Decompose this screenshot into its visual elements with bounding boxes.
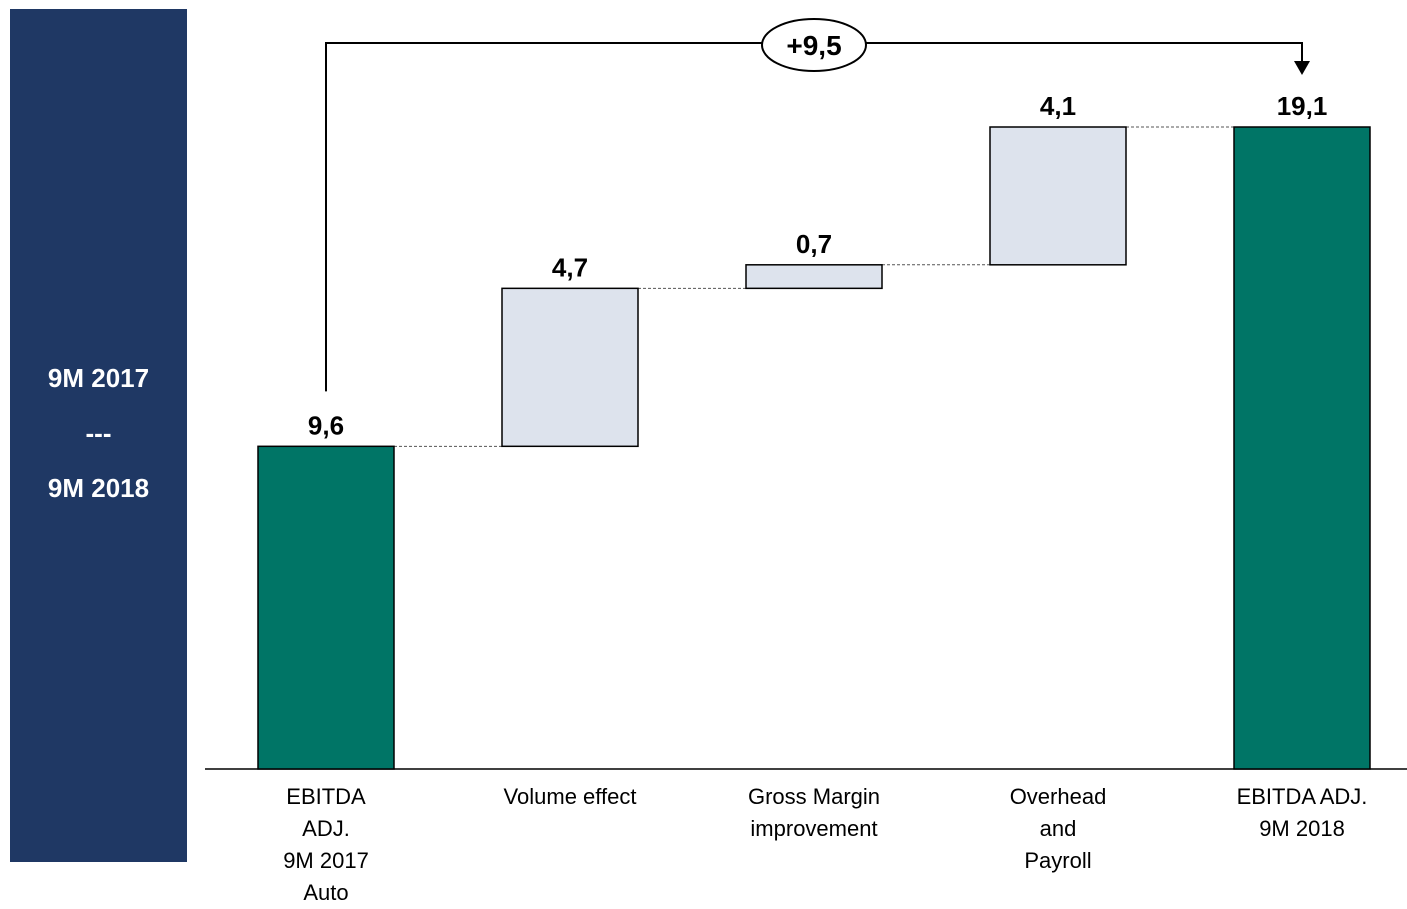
bridge-badge — [761, 18, 867, 72]
bridge-label: +9,5 — [786, 30, 841, 61]
value-label-4: 19,1 — [1277, 91, 1328, 121]
bar-3 — [989, 126, 1127, 266]
bridge-arrowhead — [1294, 61, 1310, 75]
category-label-1: Volume effect — [503, 784, 637, 809]
period-panel: 9M 2017 --- 9M 2018 — [10, 9, 187, 862]
value-label-0: 9,6 — [308, 410, 344, 440]
bar-1 — [501, 287, 639, 448]
bar-2 — [745, 264, 883, 290]
bridge-line — [325, 42, 1303, 392]
category-label-0: EBITDA ADJ. 9M 2017 Auto — [283, 784, 369, 905]
bar-4 — [1233, 126, 1371, 770]
category-label-2: Gross Margin improvement — [747, 784, 881, 841]
value-label-1: 4,7 — [552, 252, 588, 282]
category-label-3: Overhead and Payroll — [1009, 784, 1107, 873]
period-end-label: 9M 2018 — [47, 473, 150, 503]
value-label-2: 0,7 — [796, 229, 832, 259]
bar-0 — [257, 445, 395, 770]
category-label-4: EBITDA ADJ. 9M 2018 — [1236, 784, 1368, 841]
value-label-3: 4,1 — [1040, 91, 1076, 121]
period-separator: --- — [85, 418, 112, 448]
period-start-label: 9M 2017 — [47, 363, 150, 393]
